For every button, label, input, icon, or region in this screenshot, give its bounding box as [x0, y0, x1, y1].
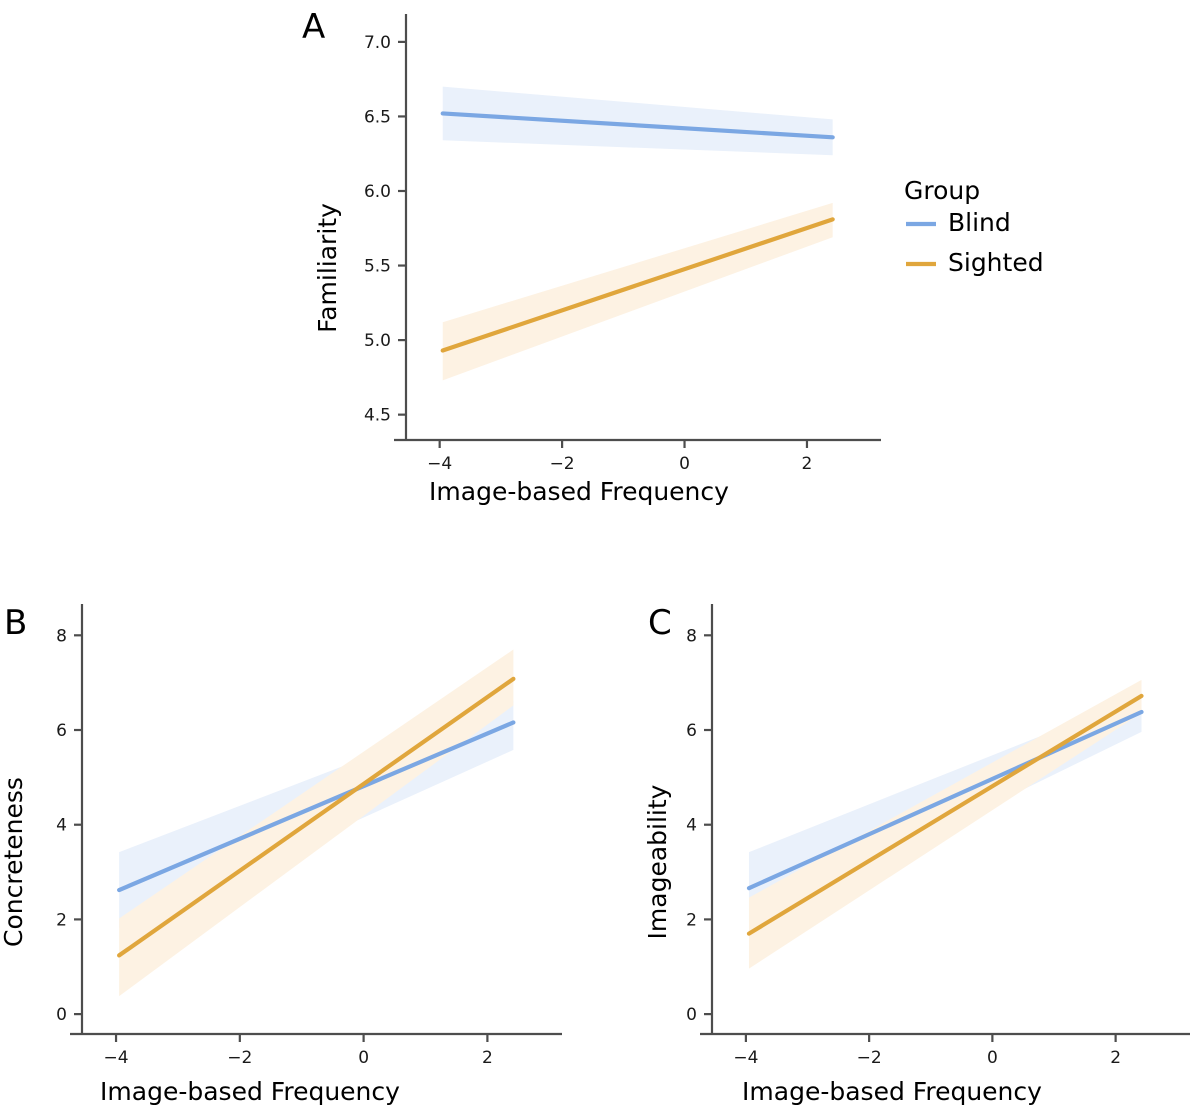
x-tick-label: 0 [679, 454, 690, 474]
panel-b-x-axis-title: Image-based Frequency [100, 1077, 400, 1106]
legend: Group Blind Sighted [900, 175, 1140, 295]
y-tick-label: 8 [686, 626, 697, 646]
confidence-band-blind [442, 86, 833, 156]
trend-line-sighted [440, 217, 835, 353]
y-tick-label: 6 [56, 721, 67, 741]
trend-line-sighted [117, 676, 516, 958]
trend-line-blind [117, 720, 516, 893]
x-tick-label: 2 [1110, 1048, 1121, 1068]
y-tick-label: 6.0 [364, 182, 391, 202]
x-tick-label: 0 [987, 1048, 998, 1068]
panel-c-svg: C Imageability Image-based Frequency −4−… [643, 603, 1190, 1106]
legend-label-sighted: Sighted [948, 248, 1044, 277]
panel-c-plot-area: −4 −2 0 2 0 2 4 6 8 [686, 604, 1190, 1068]
x-tick-label: −2 [550, 454, 575, 474]
panel-b-concreteness: B Concreteness Image-based Frequency −4−… [0, 592, 600, 1117]
panel-b-svg: B Concreteness Image-based Frequency −4−… [0, 603, 562, 1106]
y-tick-label: 0 [686, 1005, 697, 1025]
x-tick-label: 2 [802, 454, 813, 474]
trend-line-blind [440, 111, 835, 140]
confidence-bands [748, 679, 1142, 969]
x-tick-label: −2 [857, 1048, 882, 1068]
x-tick-label: −4 [427, 454, 452, 474]
legend-entries: Blind Sighted [906, 208, 1044, 277]
panel-c-imageability: C Imageability Image-based Frequency −4−… [620, 592, 1200, 1117]
legend-label-blind: Blind [948, 208, 1011, 237]
panel-c-x-axis-title: Image-based Frequency [742, 1077, 1042, 1106]
panel-a-plot-area: −4 −2 0 2 4.5 5.0 5.5 6.0 6.5 7.0 [364, 14, 881, 474]
y-tick-label: 6.5 [364, 107, 391, 127]
x-tick-label: −4 [733, 1048, 758, 1068]
y-tick-label: 6 [686, 721, 697, 741]
confidence-band-sighted [119, 649, 514, 997]
panel-b-y-axis-title: Concreteness [0, 777, 28, 947]
x-tick-label: 2 [482, 1048, 493, 1068]
x-tick-label: 0 [358, 1048, 369, 1068]
y-tick-label: 4.5 [364, 406, 391, 426]
y-tick-label: 4 [686, 816, 697, 836]
x-tick-label: −2 [227, 1048, 252, 1068]
trend-line-sighted [746, 693, 1144, 936]
y-tick-label: 8 [56, 626, 67, 646]
confidence-band-sighted [442, 202, 833, 381]
confidence-bands [119, 649, 514, 997]
panel-letter-c: C [648, 603, 672, 643]
trend-line-blind [746, 709, 1144, 891]
x-tick-label: −4 [104, 1048, 129, 1068]
panel-letter-a: A [302, 7, 325, 47]
legend-title: Group [904, 176, 980, 205]
y-tick-label: 2 [686, 910, 697, 930]
panel-c-y-axis-title: Imageability [643, 784, 672, 939]
legend-svg: Group Blind Sighted [904, 176, 1044, 277]
confidence-bands [442, 86, 833, 381]
panel-a-y-axis-title: Familiarity [313, 203, 342, 333]
y-tick-label: 0 [56, 1005, 67, 1025]
panel-a-svg: A Familiarity Image-based Frequency −4 −2… [302, 7, 881, 506]
panel-letter-b: B [4, 603, 27, 643]
panel-b-plot-area: −4 −2 0 2 0 2 4 6 8 [56, 604, 562, 1068]
y-tick-label: 4 [56, 816, 67, 836]
confidence-band-sighted [748, 679, 1142, 969]
y-tick-label: 2 [56, 910, 67, 930]
panel-a-familiarity: A Familiarity Image-based Frequency −4 −2… [296, 0, 1076, 520]
y-tick-label: 5.0 [364, 331, 391, 351]
panel-a-x-axis-title: Image-based Frequency [429, 477, 729, 506]
y-tick-label: 7.0 [364, 33, 391, 53]
y-tick-label: 5.5 [364, 257, 391, 277]
